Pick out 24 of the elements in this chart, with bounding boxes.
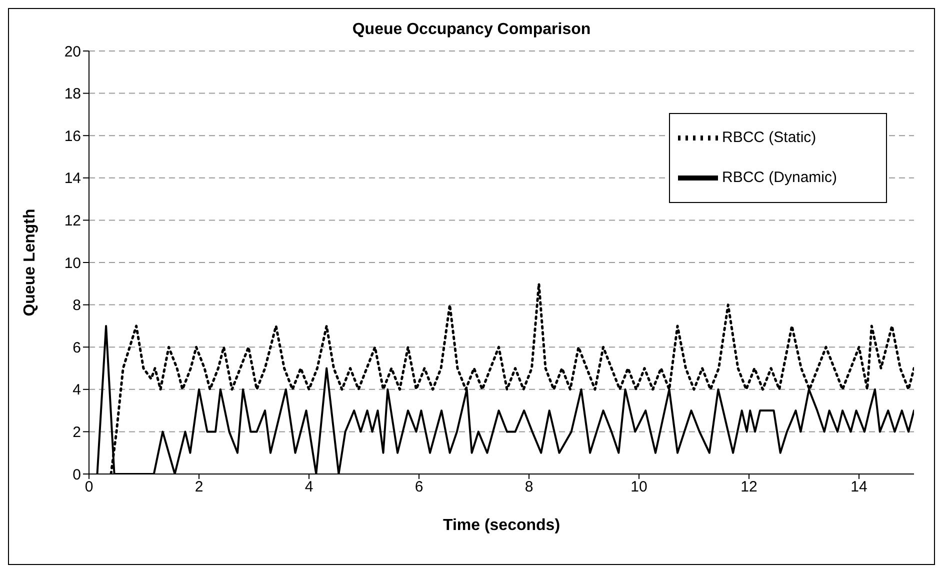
y-tick-label: 12: [64, 212, 81, 230]
x-tick-label: 10: [630, 478, 648, 496]
y-tick-label: 16: [64, 128, 81, 145]
x-axis-title: Time (seconds): [442, 517, 560, 534]
y-axis-title: Queue Length: [22, 208, 39, 316]
x-tick-label: 6: [414, 478, 424, 496]
y-tick-label: 18: [64, 86, 81, 103]
x-tick-label: 8: [524, 478, 534, 496]
y-tick-label: 2: [72, 424, 81, 442]
y-tick-label: 4: [72, 382, 81, 399]
y-tick-label: 20: [64, 43, 81, 60]
legend-label: RBCC (Static): [722, 128, 816, 146]
y-tick-label: 6: [72, 339, 81, 356]
x-tick-label: 12: [740, 478, 758, 496]
y-tick-label: 14: [64, 170, 81, 188]
y-tick-label: 10: [64, 254, 81, 272]
legend-label: RBCC (Dynamic): [722, 168, 838, 186]
x-tick-label: 14: [850, 478, 868, 496]
chart-title: Queue Occupancy Comparison: [351, 20, 592, 40]
x-tick-label: 2: [194, 478, 204, 496]
y-tick-label: 0: [72, 466, 81, 484]
x-tick-label: 0: [84, 478, 94, 496]
x-tick-label: 4: [304, 478, 314, 496]
y-tick-label: 8: [72, 297, 81, 314]
